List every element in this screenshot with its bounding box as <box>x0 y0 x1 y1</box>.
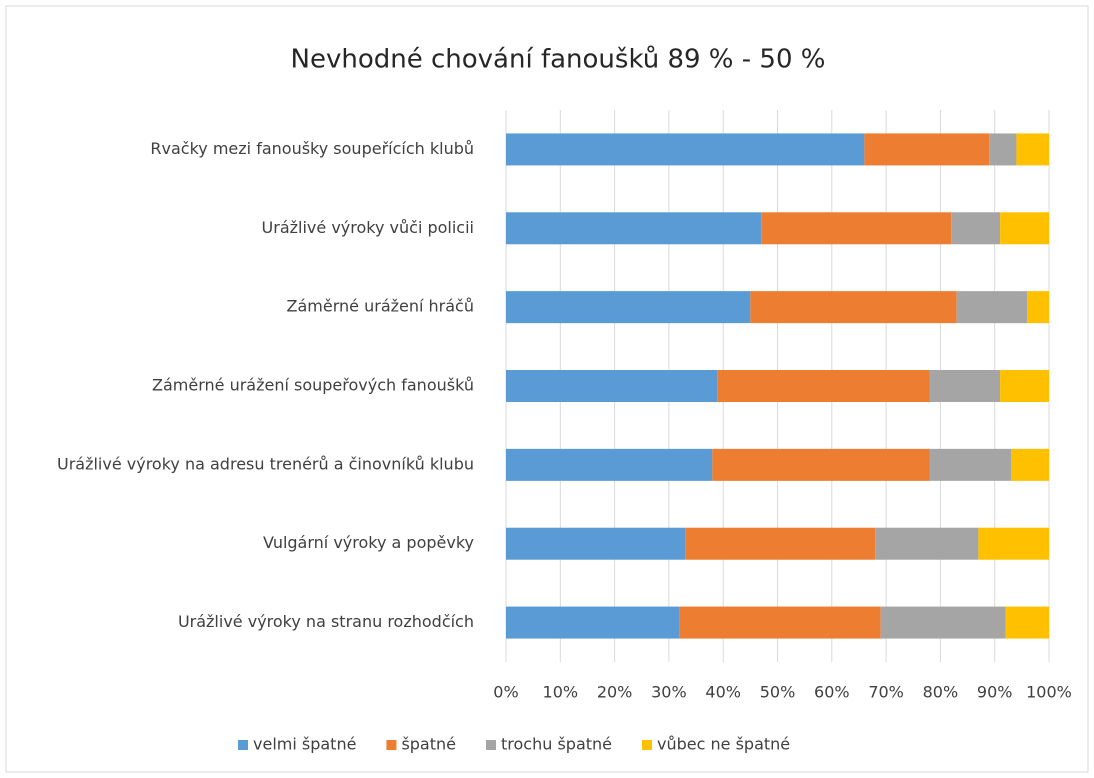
bar <box>929 448 1011 481</box>
x-tick-label: 40% <box>705 683 741 702</box>
bar <box>712 448 930 481</box>
bar <box>989 133 1017 166</box>
legend-swatch <box>642 740 653 750</box>
bar <box>956 291 1028 324</box>
bar <box>750 291 957 324</box>
bar <box>506 527 686 560</box>
bar <box>1010 448 1049 481</box>
bar <box>1000 212 1049 245</box>
x-tick-label: 30% <box>651 683 687 702</box>
x-tick-label: 70% <box>868 683 904 702</box>
y-tick-label: Urážlivé výroky vůči policii <box>262 218 474 237</box>
y-tick-label: Urážlivé výroky na stranu rozhodčích <box>178 612 474 631</box>
x-tick-label: 60% <box>814 683 850 702</box>
bar <box>1000 370 1049 402</box>
legend-label: velmi špatné <box>253 735 356 754</box>
x-tick-label: 80% <box>923 683 959 702</box>
bar <box>506 370 718 402</box>
x-tick-label: 50% <box>760 683 796 702</box>
bar <box>717 370 930 402</box>
bar <box>1005 606 1049 639</box>
bar <box>506 291 751 324</box>
y-tick-label: Urážlivé výroky na adresu trenérů a čino… <box>57 454 474 473</box>
bar <box>978 527 1049 560</box>
bar <box>506 606 680 639</box>
bar <box>864 133 990 166</box>
legend-swatch <box>386 740 397 750</box>
bar <box>951 212 1001 245</box>
legend-swatch <box>486 740 496 750</box>
x-tick-label: 100% <box>1026 683 1072 702</box>
bar <box>685 527 876 560</box>
bar <box>506 212 762 245</box>
y-tick-label: Rvačky mezi fanoušky soupeřících klubů <box>150 139 474 158</box>
chart-title: Nevhodné chování fanoušků 89 % - 50 % <box>291 45 826 75</box>
bar <box>1027 291 1049 324</box>
x-tick-label: 10% <box>543 683 579 702</box>
bar <box>929 370 1001 402</box>
bar <box>506 448 713 481</box>
bar <box>761 212 952 245</box>
legend-swatch <box>238 740 248 750</box>
y-tick-label: Záměrné urážení hráčů <box>287 297 474 316</box>
bar <box>506 133 865 166</box>
legend-label: trochu špatné <box>501 735 612 754</box>
x-tick-label: 0% <box>493 683 518 702</box>
legend-label: vůbec ne špatné <box>657 735 790 754</box>
x-tick-label: 20% <box>597 683 633 702</box>
x-tick-label: 90% <box>977 683 1013 702</box>
y-tick-label: Záměrné urážení soupeřových fanoušků <box>152 376 474 395</box>
bar <box>679 606 881 639</box>
legend-label: špatné <box>401 735 456 754</box>
bar <box>880 606 1006 639</box>
bar <box>875 527 979 560</box>
bar <box>1016 133 1049 166</box>
y-tick-label: Vulgární výroky a popěvky <box>263 533 474 552</box>
